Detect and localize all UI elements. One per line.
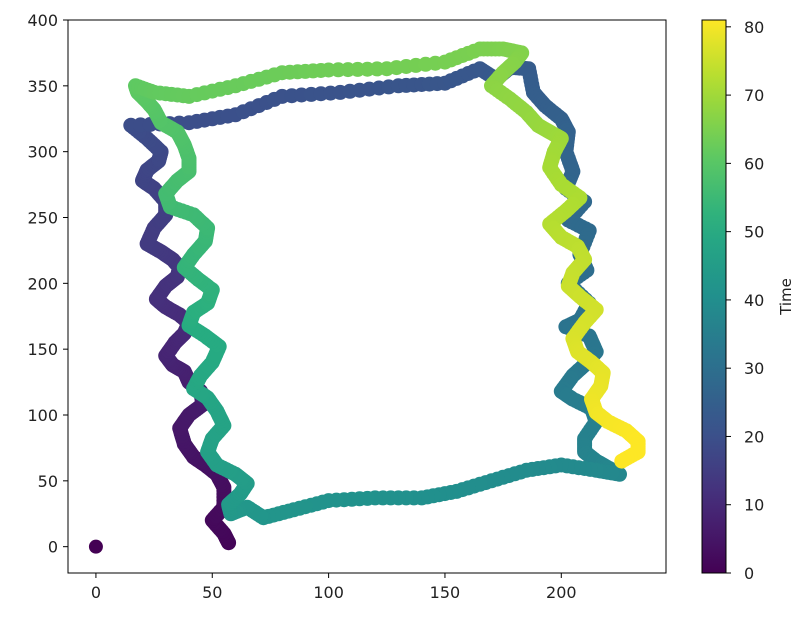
colorbar-tick-label: 40: [744, 291, 764, 310]
y-tick-label: 50: [38, 472, 58, 491]
x-tick-label: 50: [202, 583, 222, 602]
colorbar-tick-label: 80: [744, 18, 764, 37]
colorbar-tick-label: 70: [744, 86, 764, 105]
data-point: [88, 539, 103, 554]
y-tick-label: 200: [27, 274, 58, 293]
colorbar-tick-label: 20: [744, 427, 764, 446]
y-tick-label: 300: [27, 143, 58, 162]
y-tick-label: 0: [48, 538, 58, 557]
plot-frame: [67, 19, 667, 574]
x-tick-label: 150: [430, 583, 461, 602]
colorbar-label: Time: [777, 278, 795, 316]
x-tick-label: 0: [91, 583, 101, 602]
colorbar-tick-label: 10: [744, 496, 764, 515]
colorbar: [701, 19, 727, 574]
y-tick-label: 250: [27, 209, 58, 228]
y-tick-label: 150: [27, 340, 58, 359]
y-tick-label: 350: [27, 77, 58, 96]
colorbar-tick-label: 60: [744, 154, 764, 173]
trajectory-points: [88, 41, 646, 554]
colorbar-tick-label: 50: [744, 223, 764, 242]
data-point: [614, 453, 630, 469]
y-tick-label: 100: [27, 406, 58, 425]
y-tick-label: 400: [27, 11, 58, 30]
colorbar-tick-label: 30: [744, 359, 764, 378]
x-tick-label: 100: [313, 583, 344, 602]
x-tick-label: 200: [546, 583, 577, 602]
colorbar-tick-label: 0: [744, 564, 754, 583]
